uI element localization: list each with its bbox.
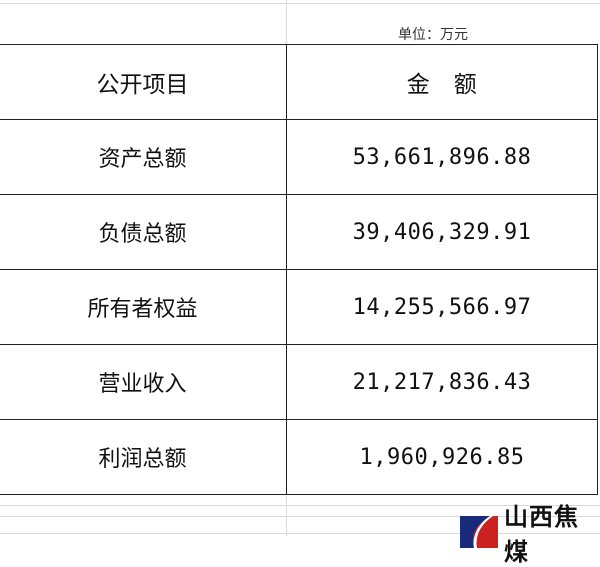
table-row: 负债总额 39,406,329.91 (0, 194, 598, 270)
gridline (286, 0, 287, 44)
table-row: 营业收入 21,217,836.43 (0, 344, 598, 420)
financial-table: 公开项目 金 额 资产总额 53,661,896.88 负债总额 39,406,… (0, 44, 598, 495)
amount-cell[interactable]: 53,661,896.88 (286, 119, 598, 195)
gridline (0, 533, 600, 534)
header-amount: 金 额 (286, 44, 598, 120)
logo-mark-icon (460, 516, 498, 548)
logo-text: 山西焦煤 (504, 503, 579, 566)
unit-label: 单位：万元 (398, 27, 468, 43)
table-row: 资产总额 53,661,896.88 (0, 119, 598, 195)
gridline (0, 516, 600, 517)
amount-cell[interactable]: 39,406,329.91 (286, 194, 598, 270)
table-row: 所有者权益 14,255,566.97 (0, 269, 598, 345)
amount-cell[interactable]: 14,255,566.97 (286, 269, 598, 345)
gridline (286, 496, 287, 536)
item-cell[interactable]: 负债总额 (0, 194, 287, 270)
item-cell[interactable]: 所有者权益 (0, 269, 287, 345)
item-cell[interactable]: 资产总额 (0, 119, 287, 195)
table-row: 利润总额 1,960,926.85 (0, 419, 598, 495)
gridline (0, 505, 600, 506)
company-logo: 山西焦煤 (460, 497, 600, 567)
amount-cell[interactable]: 1,960,926.85 (286, 419, 598, 495)
table-header-row: 公开项目 金 额 (0, 44, 598, 120)
header-item: 公开项目 (0, 44, 287, 120)
item-cell[interactable]: 营业收入 (0, 344, 287, 420)
gridline (0, 3, 600, 4)
amount-cell[interactable]: 21,217,836.43 (286, 344, 598, 420)
item-cell[interactable]: 利润总额 (0, 419, 287, 495)
